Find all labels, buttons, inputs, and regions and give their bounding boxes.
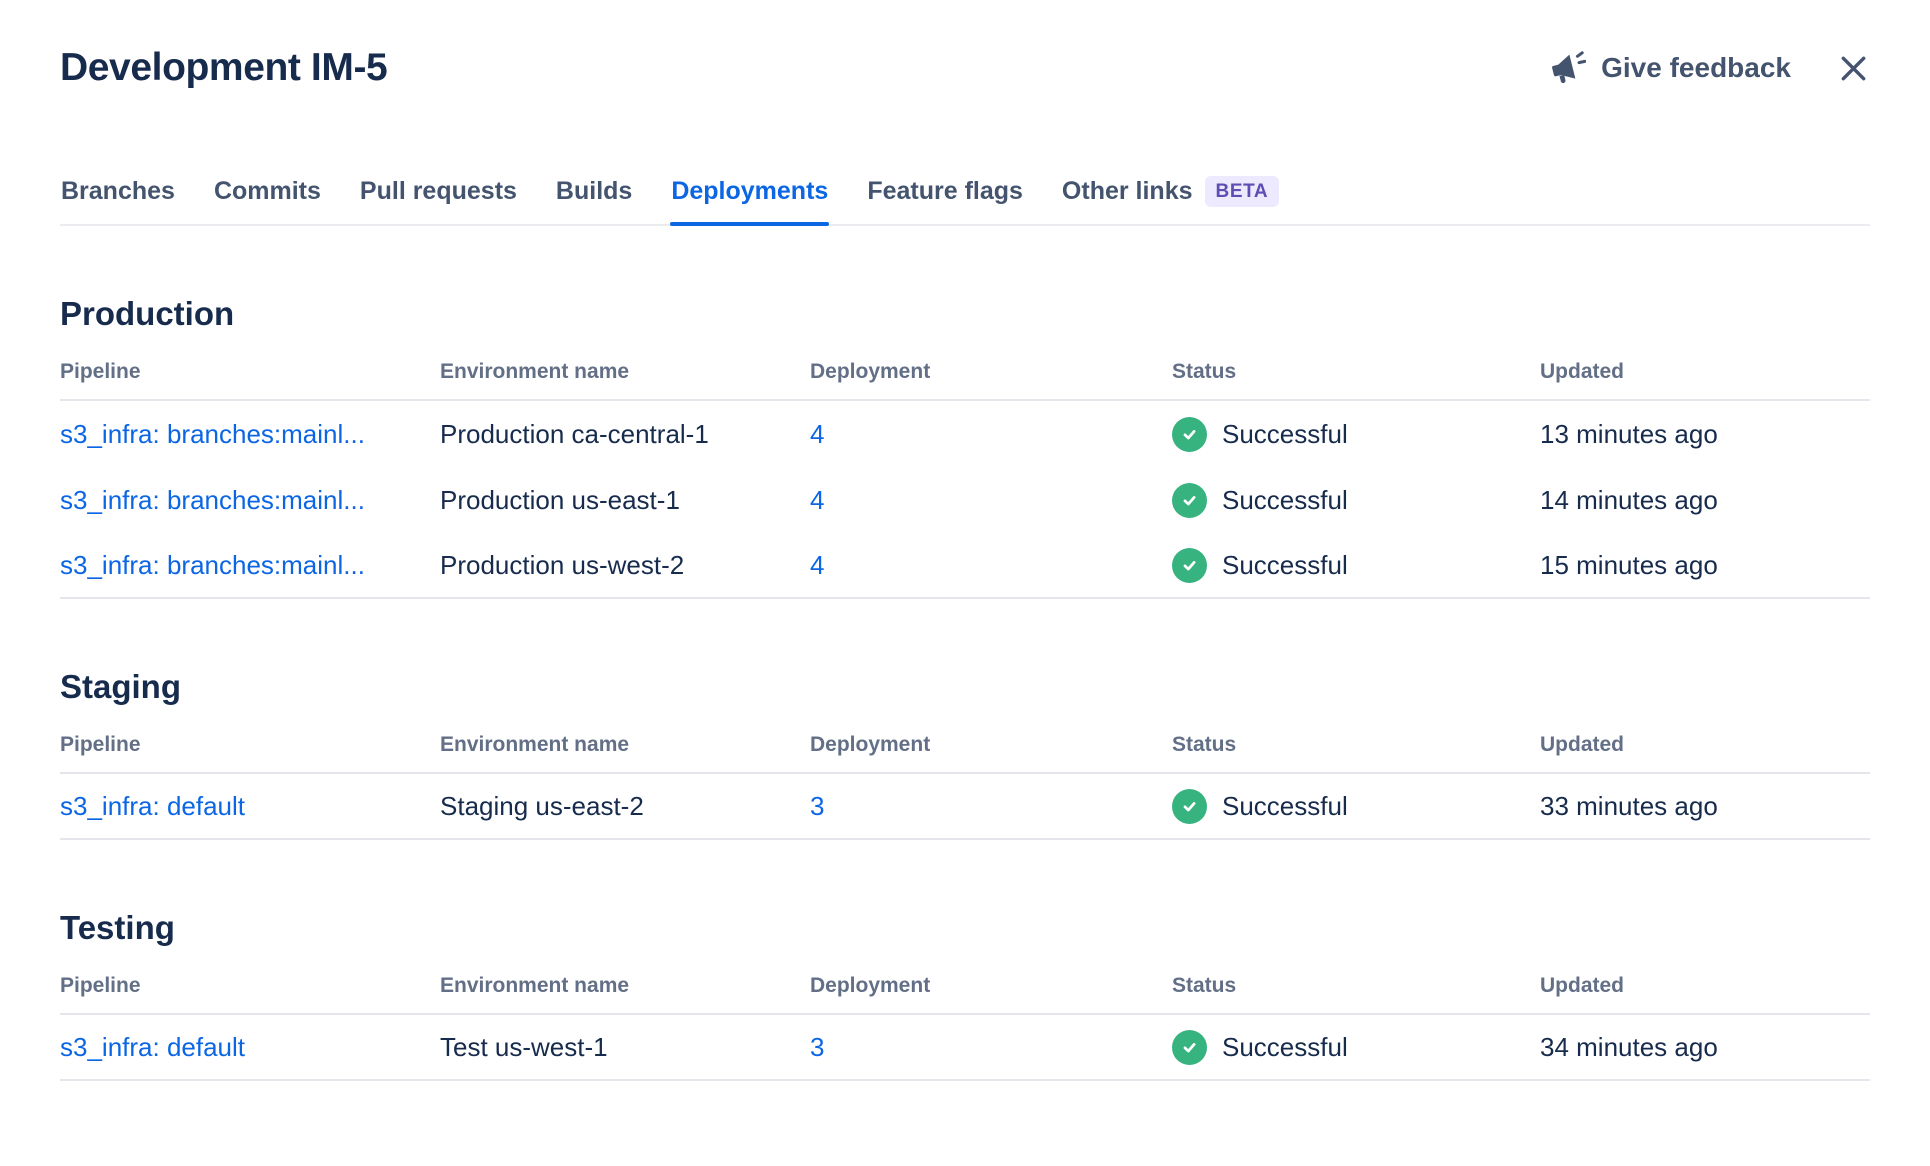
table-row: s3_infra: default Staging us-east-2 3 Su…: [60, 774, 1870, 840]
deployment-number-link[interactable]: 4: [810, 484, 825, 515]
deployments-panel: Production Pipeline Environment name Dep…: [60, 294, 1870, 1081]
environment-name: Production us-east-1: [440, 484, 680, 515]
environment-name: Staging us-east-2: [440, 790, 644, 821]
tab-commits[interactable]: Commits: [213, 176, 322, 224]
column-header-updated: Updated: [1540, 733, 1624, 756]
megaphone-icon: [1548, 49, 1587, 87]
column-header-status: Status: [1172, 360, 1237, 383]
column-header-pipeline: Pipeline: [60, 360, 141, 383]
panel-header: Development IM-5 Give feedback: [60, 46, 1870, 90]
pipeline-link[interactable]: s3_infra: branches:mainl...: [60, 484, 365, 515]
deployments-table: Pipeline Environment name Deployment Sta…: [60, 733, 1870, 840]
status-text: Successful: [1222, 1031, 1348, 1062]
column-header-deployment: Deployment: [810, 733, 931, 756]
tab-builds[interactable]: Builds: [555, 176, 633, 224]
status-text: Successful: [1222, 484, 1348, 515]
column-header-pipeline: Pipeline: [60, 733, 141, 756]
updated-text: 14 minutes ago: [1540, 484, 1718, 515]
deployment-number-link[interactable]: 4: [810, 418, 825, 449]
table-row: s3_infra: branches:mainl... Production u…: [60, 533, 1870, 599]
tab-label: Pull requests: [359, 177, 517, 205]
pipeline-link[interactable]: s3_infra: branches:mainl...: [60, 418, 365, 449]
give-feedback-label: Give feedback: [1601, 52, 1791, 83]
tabs: Branches Commits Pull requests Builds De…: [60, 176, 1870, 226]
updated-text: 15 minutes ago: [1540, 549, 1718, 580]
environment-name: Production us-west-2: [440, 549, 685, 580]
status-cell: Successful: [1172, 547, 1540, 583]
check-icon: [1172, 482, 1207, 518]
column-header-updated: Updated: [1540, 360, 1624, 383]
table-row: s3_infra: default Test us-west-1 3 Succe…: [60, 1015, 1870, 1081]
status-text: Successful: [1222, 549, 1348, 580]
tab-branches[interactable]: Branches: [60, 176, 176, 224]
section-production: Production Pipeline Environment name Dep…: [60, 294, 1870, 599]
tab-label: Deployments: [671, 177, 829, 205]
check-icon: [1172, 547, 1207, 583]
pipeline-link[interactable]: s3_infra: branches:mainl...: [60, 549, 365, 580]
tab-label: Branches: [61, 177, 175, 205]
column-header-deployment: Deployment: [810, 974, 931, 997]
table-body: s3_infra: default Test us-west-1 3 Succe…: [60, 1015, 1870, 1081]
column-header-environment-name: Environment name: [440, 360, 630, 383]
column-header-pipeline: Pipeline: [60, 974, 141, 997]
column-header-environment-name: Environment name: [440, 733, 630, 756]
status-cell: Successful: [1172, 482, 1540, 518]
tab-label: Other links: [1061, 177, 1193, 205]
tab-pull-requests[interactable]: Pull requests: [359, 176, 518, 224]
tab-label: Builds: [555, 177, 633, 205]
section-staging: Staging Pipeline Environment name Deploy…: [60, 667, 1870, 840]
table-row: s3_infra: branches:mainl... Production u…: [60, 467, 1870, 533]
section-title: Staging: [60, 668, 181, 705]
updated-text: 13 minutes ago: [1540, 418, 1718, 449]
beta-badge: BETA: [1204, 176, 1280, 207]
column-header-status: Status: [1172, 974, 1237, 997]
status-cell: Successful: [1172, 1029, 1540, 1065]
status-text: Successful: [1222, 418, 1348, 449]
section-title: Production: [60, 295, 235, 332]
column-header-deployment: Deployment: [810, 360, 931, 383]
deployments-table: Pipeline Environment name Deployment Sta…: [60, 360, 1870, 599]
environment-name: Production ca-central-1: [440, 418, 709, 449]
deployment-number-link[interactable]: 3: [810, 1031, 825, 1062]
status-cell: Successful: [1172, 416, 1540, 452]
table-body: s3_infra: branches:mainl... Production c…: [60, 401, 1870, 599]
status-text: Successful: [1222, 790, 1348, 821]
section-title: Testing: [60, 909, 175, 946]
page-title: Development IM-5: [60, 46, 388, 89]
give-feedback-button[interactable]: Give feedback: [1548, 49, 1791, 87]
tab-label: Commits: [213, 177, 321, 205]
table-header-row: Pipeline Environment name Deployment Sta…: [60, 733, 1870, 774]
status-cell: Successful: [1172, 788, 1540, 824]
column-header-updated: Updated: [1540, 974, 1624, 997]
tab-label: Feature flags: [867, 177, 1023, 205]
header-actions: Give feedback: [1548, 49, 1870, 87]
deployments-table: Pipeline Environment name Deployment Sta…: [60, 974, 1870, 1081]
column-header-status: Status: [1172, 733, 1237, 756]
check-icon: [1172, 788, 1207, 824]
pipeline-link[interactable]: s3_infra: default: [60, 790, 246, 821]
updated-text: 33 minutes ago: [1540, 790, 1718, 821]
deployment-number-link[interactable]: 4: [810, 549, 825, 580]
check-icon: [1172, 416, 1207, 452]
section-testing: Testing Pipeline Environment name Deploy…: [60, 908, 1870, 1081]
table-body: s3_infra: default Staging us-east-2 3 Su…: [60, 774, 1870, 840]
table-header-row: Pipeline Environment name Deployment Sta…: [60, 974, 1870, 1015]
updated-text: 34 minutes ago: [1540, 1031, 1718, 1062]
table-header-row: Pipeline Environment name Deployment Sta…: [60, 360, 1870, 401]
column-header-environment-name: Environment name: [440, 974, 630, 997]
close-button[interactable]: [1837, 52, 1870, 85]
tab-deployments[interactable]: Deployments: [670, 176, 830, 226]
check-icon: [1172, 1029, 1207, 1065]
tab-other-links[interactable]: Other links BETA: [1061, 176, 1280, 224]
tab-feature-flags[interactable]: Feature flags: [866, 176, 1024, 224]
deployment-number-link[interactable]: 3: [810, 790, 825, 821]
table-row: s3_infra: branches:mainl... Production c…: [60, 401, 1870, 467]
close-icon: [1837, 52, 1870, 85]
pipeline-link[interactable]: s3_infra: default: [60, 1031, 246, 1062]
environment-name: Test us-west-1: [440, 1031, 608, 1062]
